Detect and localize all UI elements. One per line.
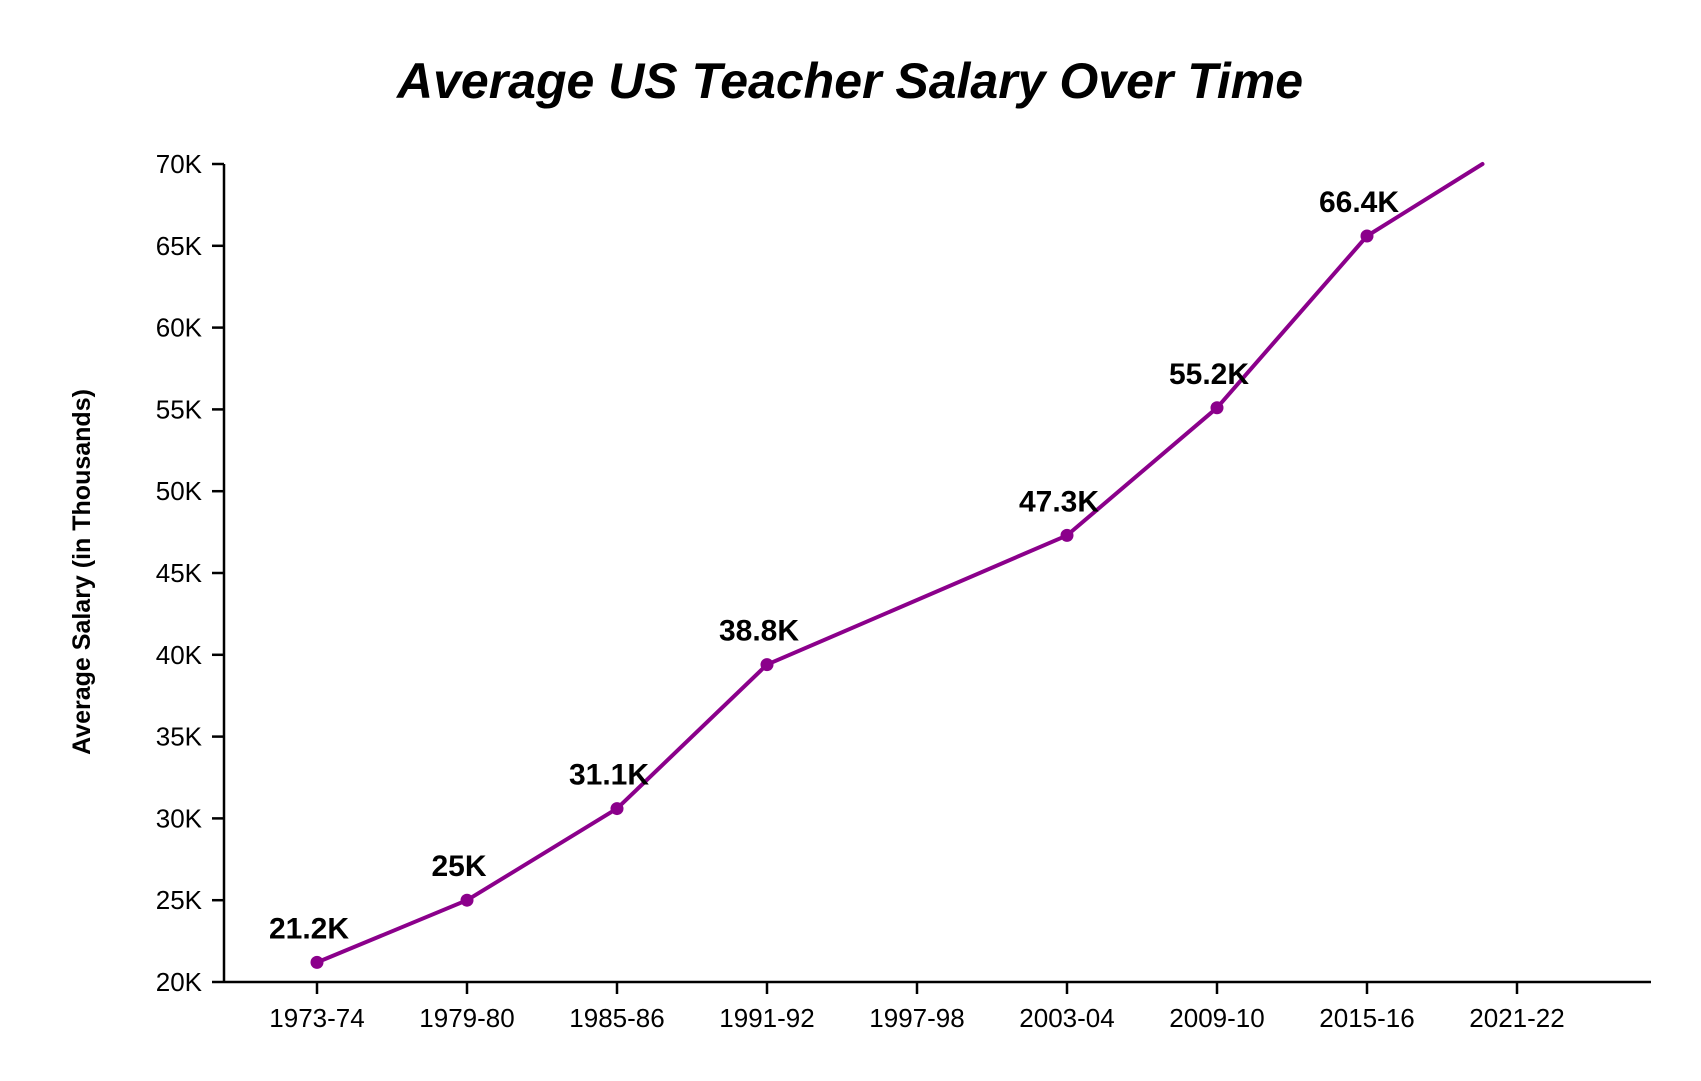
x-axis-ticks: 1973-74 1979-80 1985-86 1991-92 1997-98 2003-… xyxy=(269,982,1565,1033)
y-tick-label: 70K xyxy=(156,149,203,179)
y-tick-label: 40K xyxy=(156,640,203,670)
x-tick-label: 1985-86 xyxy=(569,1003,664,1033)
data-label: 66.4K xyxy=(1319,186,1399,219)
y-tick-label: 25K xyxy=(156,885,203,915)
x-tick-label: 1979-80 xyxy=(419,1003,514,1033)
y-axis-label: Average Salary (in Thousands) xyxy=(68,389,96,755)
y-tick-label: 60K xyxy=(156,313,203,343)
y-tick-label: 55K xyxy=(156,394,203,424)
data-label: 31.1K xyxy=(569,759,649,792)
series-layer xyxy=(310,162,1485,969)
x-tick-label: 1973-74 xyxy=(269,1003,364,1033)
y-tick-label: 65K xyxy=(156,231,203,261)
data-point xyxy=(1060,528,1074,542)
data-label: 38.8K xyxy=(719,615,799,648)
x-tick-label: 2021-22 xyxy=(1469,1003,1564,1033)
x-tick-label: 1991-92 xyxy=(719,1003,814,1033)
y-tick-label: 35K xyxy=(156,722,203,752)
x-tick-label: 2015-16 xyxy=(1319,1003,1414,1033)
y-tick-label: 50K xyxy=(156,476,203,506)
x-tick-label: 2009-10 xyxy=(1169,1003,1264,1033)
data-label: 25K xyxy=(431,850,486,883)
data-point xyxy=(1360,229,1374,243)
x-tick-label: 1997-98 xyxy=(869,1003,964,1033)
data-label: 47.3K xyxy=(1019,485,1099,518)
data-point xyxy=(610,802,624,816)
y-axis-ticks: 20K 25K 30K 35K 40K 45K 50K 55K 60K 65K 70K xyxy=(156,149,224,997)
data-point xyxy=(1210,401,1224,415)
series-line xyxy=(315,162,1485,965)
y-tick-label: 45K xyxy=(156,558,203,588)
data-point xyxy=(760,658,774,672)
chart-title: Average US Teacher Salary Over Time xyxy=(395,53,1303,109)
y-tick-label: 30K xyxy=(156,803,203,833)
data-labels: 21.2K 25K 31.1K 38.8K 47.3K 55.2K 66.4K xyxy=(269,186,1399,945)
y-tick-label: 20K xyxy=(156,967,203,997)
data-point xyxy=(310,955,324,969)
data-label: 21.2K xyxy=(269,912,349,945)
data-label: 55.2K xyxy=(1169,358,1249,391)
data-point xyxy=(460,893,474,907)
x-tick-label: 2003-04 xyxy=(1019,1003,1114,1033)
